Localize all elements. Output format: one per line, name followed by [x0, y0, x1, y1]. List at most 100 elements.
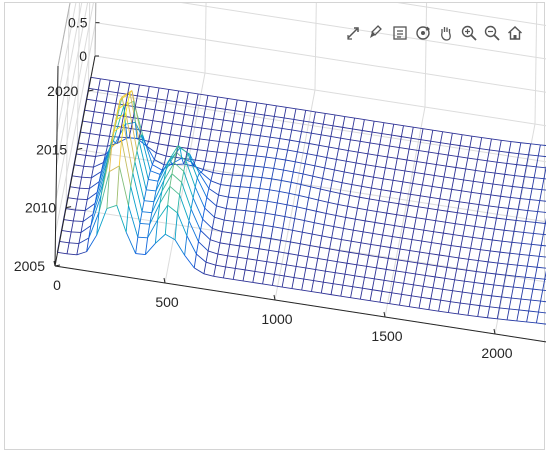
surface-column-line — [128, 128, 132, 138]
surface-column-line — [232, 110, 236, 122]
export-icon[interactable] — [343, 22, 365, 44]
surface-column-line — [318, 134, 322, 146]
surface-row-line — [214, 216, 225, 221]
surface-column-line — [496, 151, 500, 163]
surface-row-line — [454, 279, 465, 282]
surface-column-line — [203, 262, 207, 274]
surface-column-line — [127, 83, 131, 95]
rotate-3d-icon[interactable] — [412, 22, 434, 44]
surface-row-line — [173, 162, 185, 172]
surface-column-line — [225, 255, 229, 267]
surface-row-line — [432, 129, 443, 133]
surface-row-line — [238, 143, 249, 146]
surface-row-line — [184, 113, 195, 117]
surface-column-line — [314, 155, 318, 166]
surface-row-line — [405, 271, 416, 275]
surface-row-line — [154, 159, 165, 166]
surface-row-line — [339, 250, 350, 253]
surface-row-line — [65, 208, 76, 211]
surface-row-line — [364, 119, 375, 122]
surface-row-line — [203, 169, 214, 173]
zoom-out-icon[interactable] — [481, 22, 503, 44]
surface-row-line — [266, 261, 277, 264]
grid-line — [204, 3, 207, 74]
surface-row-line — [148, 140, 159, 145]
box-edge — [94, 3, 97, 57]
surface-row-line — [103, 112, 114, 116]
surface-column-line — [68, 231, 72, 243]
surface-row-line — [463, 179, 474, 182]
surface-row-line — [224, 163, 235, 165]
surface-row-line — [483, 283, 494, 286]
surface-column-line — [373, 166, 377, 178]
surface-row-line — [293, 119, 304, 122]
surface-column-line — [387, 145, 390, 158]
surface-row-line — [86, 98, 97, 102]
surface-column-line — [82, 210, 86, 222]
surface-column-line — [120, 116, 124, 128]
surface-column-line — [202, 207, 206, 220]
surface-column-line — [308, 186, 312, 198]
surface-column-line — [375, 155, 379, 167]
surface-row-line — [520, 298, 531, 301]
surface-column-line — [232, 268, 236, 280]
surface-column-line — [177, 145, 181, 149]
grid-line — [534, 3, 538, 125]
surface-row-line — [125, 231, 137, 254]
zoom-in-icon[interactable] — [458, 22, 480, 44]
home-icon[interactable] — [504, 22, 526, 44]
surface-column-line — [179, 125, 183, 137]
surface-column-line — [276, 251, 280, 264]
surface-column-line — [264, 104, 268, 116]
surface-row-line — [442, 288, 453, 292]
surface-row-line — [164, 110, 175, 114]
surface-column-line — [202, 161, 206, 170]
surface-row-line — [307, 153, 318, 157]
surface-row-line — [530, 299, 541, 302]
surface-row-line — [424, 173, 435, 176]
axes-toolbar — [343, 22, 526, 46]
surface-column-line — [194, 149, 198, 161]
surface-row-line — [402, 181, 413, 184]
surface-row-line — [222, 173, 233, 176]
surface-row-line — [336, 158, 347, 162]
pan-icon[interactable] — [435, 22, 457, 44]
surface-row-line — [530, 143, 541, 146]
surface-plot[interactable]: 00.511.522.53200520102015202005001000150… — [5, 3, 546, 451]
surface-row-line — [448, 256, 459, 259]
surface-column-line — [473, 271, 477, 283]
surface-column-line — [140, 134, 144, 137]
surface-row-line — [325, 112, 336, 116]
surface-row-line — [374, 120, 384, 124]
surface-row-line — [145, 107, 155, 111]
surface-column-line — [255, 145, 259, 157]
surface-row-line — [162, 121, 173, 125]
surface-column-line — [359, 288, 363, 300]
surface-column-line — [484, 216, 488, 228]
surface-row-line — [286, 106, 296, 110]
surface-row-line — [517, 264, 528, 267]
surface-column-line — [431, 231, 435, 243]
surface-column-line — [267, 137, 271, 148]
surface-row-line — [527, 210, 538, 212]
surface-row-line — [528, 154, 539, 157]
surface-column-line — [298, 184, 302, 196]
datatip-icon[interactable] — [389, 22, 411, 44]
surface-row-line — [235, 267, 246, 271]
surface-row-line — [539, 255, 546, 258]
surface-row-line — [510, 141, 521, 144]
surface-row-line — [462, 134, 472, 137]
surface-column-line — [222, 109, 226, 121]
surface-row-line — [188, 91, 199, 95]
surface-column-line — [254, 102, 258, 114]
surface-column-line — [80, 221, 84, 233]
surface-row-line — [265, 156, 276, 159]
surface-row-line — [388, 201, 399, 205]
surface-row-line — [119, 81, 130, 84]
surface-column-line — [543, 167, 546, 179]
surface-row-line — [199, 138, 210, 141]
surface-column-line — [503, 219, 507, 231]
surface-column-line — [206, 188, 210, 198]
brush-icon[interactable] — [366, 22, 388, 44]
surface-column-line — [472, 226, 476, 238]
